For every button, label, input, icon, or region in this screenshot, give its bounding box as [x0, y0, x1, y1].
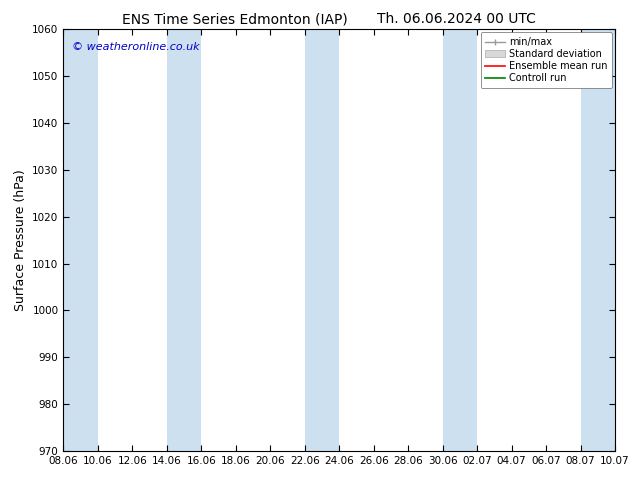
- Bar: [63, 29, 98, 451]
- Legend: min/max, Standard deviation, Ensemble mean run, Controll run: min/max, Standard deviation, Ensemble me…: [481, 32, 612, 88]
- Bar: [167, 29, 202, 451]
- Text: Th. 06.06.2024 00 UTC: Th. 06.06.2024 00 UTC: [377, 12, 536, 26]
- Text: ENS Time Series Edmonton (IAP): ENS Time Series Edmonton (IAP): [122, 12, 347, 26]
- Bar: [443, 29, 477, 451]
- Text: © weatheronline.co.uk: © weatheronline.co.uk: [72, 42, 199, 52]
- Bar: [581, 29, 615, 451]
- Bar: [305, 29, 339, 451]
- Y-axis label: Surface Pressure (hPa): Surface Pressure (hPa): [14, 169, 27, 311]
